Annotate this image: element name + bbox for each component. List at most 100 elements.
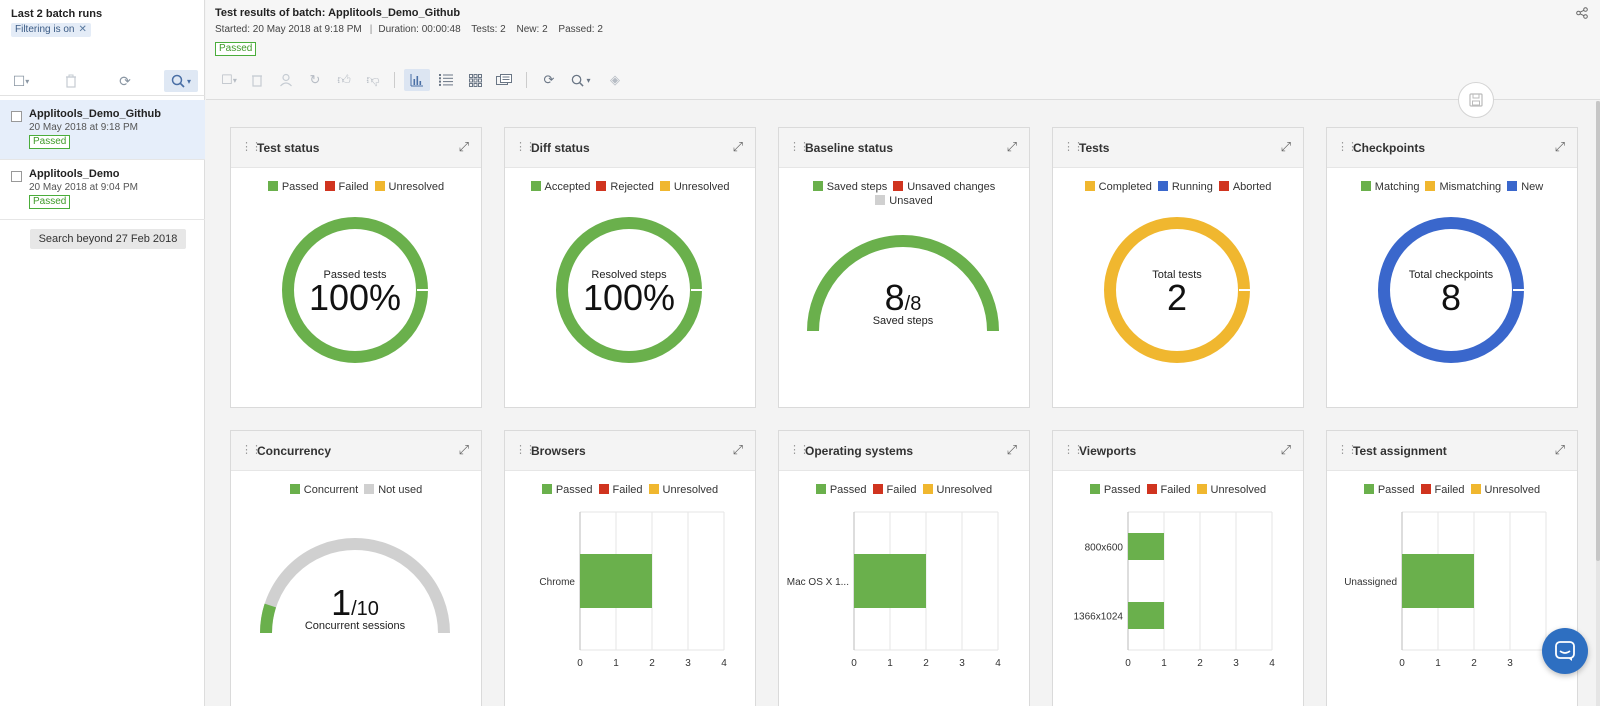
search-beyond-button[interactable]: Search beyond 27 Feb 2018 bbox=[30, 229, 186, 249]
card-title: Diff status bbox=[531, 141, 590, 155]
legend-label: New bbox=[1521, 181, 1544, 193]
drag-handle-icon[interactable]: ⋮⋮ bbox=[1063, 141, 1084, 153]
expand-icon[interactable]: ⤢ bbox=[458, 442, 469, 457]
undo-icon[interactable]: ↻ bbox=[309, 72, 321, 87]
chart-view-icon[interactable] bbox=[404, 69, 430, 91]
drag-handle-icon[interactable]: ⋮⋮ bbox=[1337, 141, 1358, 153]
legend-item: Passed bbox=[1089, 484, 1141, 496]
close-icon[interactable]: ✕ bbox=[78, 24, 87, 35]
bar[interactable] bbox=[1402, 554, 1474, 608]
expand-icon[interactable]: ⤢ bbox=[1554, 139, 1565, 154]
gauge-total: /8 bbox=[905, 293, 922, 315]
duration-text: Duration: 00:00:48 bbox=[378, 24, 461, 35]
expand-icon[interactable]: ⤢ bbox=[458, 139, 469, 154]
filter-chip[interactable]: Filtering is on ✕ bbox=[11, 23, 91, 37]
compare-icon[interactable]: ◈ bbox=[610, 72, 620, 87]
legend-item: Passed bbox=[1363, 484, 1415, 496]
donut-chart: Total checkpoints 8 bbox=[1378, 217, 1525, 363]
x-tick-label: 2 bbox=[1471, 658, 1477, 669]
legend-item: Unresolved bbox=[648, 484, 718, 496]
legend-item: Unresolved bbox=[659, 181, 729, 193]
scrollbar-thumb[interactable] bbox=[1596, 101, 1600, 561]
diff-status-card: ⋮⋮ Diff status ⤢ Accepted Rejected Unresolve… bbox=[504, 127, 756, 408]
donut-center-label: Total checkpoints bbox=[1409, 269, 1494, 281]
donut-center-label: Total tests bbox=[1152, 269, 1202, 281]
legend-label: Unresolved bbox=[388, 181, 445, 193]
chart-legend: Saved steps Unsaved changes Unsaved bbox=[779, 181, 1029, 209]
donut-chart: Total tests 2 bbox=[1104, 217, 1251, 363]
expand-icon[interactable]: ⤢ bbox=[732, 139, 743, 154]
legend-label: Concurrent bbox=[303, 484, 359, 496]
trash-icon[interactable] bbox=[56, 70, 86, 92]
batch-checkbox[interactable] bbox=[11, 111, 22, 122]
baseline-status-card: ⋮⋮ Baseline status ⤢ Saved steps Unsaved ch… bbox=[778, 127, 1030, 408]
drag-handle-icon[interactable]: ⋮⋮ bbox=[241, 141, 262, 153]
batch-item-demo[interactable]: Applitools_Demo 20 May 2018 at 9:04 PM P… bbox=[0, 160, 205, 220]
checkbox-dropdown-icon[interactable]: ☐ ▾ bbox=[221, 72, 237, 87]
drag-handle-icon[interactable]: ⋮⋮ bbox=[515, 444, 536, 456]
toolbar-divider bbox=[394, 72, 395, 88]
chart-legend: Passed Failed Unresolved bbox=[231, 181, 481, 195]
details-view-icon[interactable] bbox=[491, 69, 517, 91]
bar[interactable] bbox=[854, 554, 926, 608]
gauge-chart: 1/10 Concurrent sessions bbox=[259, 538, 450, 634]
save-icon[interactable] bbox=[1458, 82, 1494, 118]
legend-item: Unresolved bbox=[1470, 484, 1540, 496]
legend-label: Passed bbox=[555, 484, 593, 496]
refresh-icon[interactable]: ⟳ bbox=[543, 72, 555, 87]
legend-item: Passed bbox=[267, 181, 319, 193]
results-toolbar: ☐ ▾ ↻ 👍︎ 👎︎ ⟳ ▾ ◈ bbox=[206, 66, 906, 94]
drag-handle-icon[interactable]: ⋮⋮ bbox=[241, 444, 262, 456]
x-tick-label: 2 bbox=[923, 658, 929, 669]
scrollbar[interactable] bbox=[1596, 101, 1600, 706]
thumbs-up-icon[interactable]: 👍︎ bbox=[337, 72, 351, 87]
batch-item-github[interactable]: Applitools_Demo_Github 20 May 2018 at 9:… bbox=[0, 100, 205, 160]
legend-label: Passed bbox=[1377, 484, 1415, 496]
grid-view-icon[interactable] bbox=[462, 69, 488, 91]
expand-icon[interactable]: ⤢ bbox=[1554, 442, 1565, 457]
bar[interactable] bbox=[580, 554, 652, 608]
x-tick-label: 2 bbox=[1197, 658, 1203, 669]
chart-legend: Matching Mismatching New bbox=[1327, 181, 1577, 195]
user-icon[interactable] bbox=[273, 69, 299, 91]
legend-label: Rejected bbox=[610, 181, 654, 193]
drag-handle-icon[interactable]: ⋮⋮ bbox=[1337, 444, 1358, 456]
tests-card: ⋮⋮ Tests ⤢ Completed Running Aborted Total t… bbox=[1052, 127, 1304, 408]
gauge-label: Concurrent sessions bbox=[305, 620, 406, 632]
bar[interactable] bbox=[1128, 602, 1164, 629]
expand-icon[interactable]: ⤢ bbox=[1006, 139, 1017, 154]
thumbs-down-icon[interactable]: 👎︎ bbox=[366, 72, 380, 87]
share-icon[interactable] bbox=[1576, 7, 1588, 22]
batch-checkbox[interactable] bbox=[11, 171, 22, 182]
passed-count: Passed: 2 bbox=[558, 24, 603, 35]
drag-handle-icon[interactable]: ⋮⋮ bbox=[515, 141, 536, 153]
expand-icon[interactable]: ⤢ bbox=[1280, 139, 1291, 154]
x-tick-label: 4 bbox=[995, 658, 1001, 669]
donut-center-value: 2 bbox=[1167, 277, 1187, 318]
trash-icon[interactable] bbox=[244, 69, 270, 91]
drag-handle-icon[interactable]: ⋮⋮ bbox=[789, 444, 810, 456]
card-title: Operating systems bbox=[805, 444, 914, 458]
bar[interactable] bbox=[1128, 533, 1164, 560]
drag-handle-icon[interactable]: ⋮⋮ bbox=[789, 141, 810, 153]
chat-launcher-button[interactable] bbox=[1542, 628, 1588, 674]
drag-handle-icon[interactable]: ⋮⋮ bbox=[1063, 444, 1084, 456]
chart-legend: Passed Failed Unresolved bbox=[1327, 484, 1577, 498]
expand-icon[interactable]: ⤢ bbox=[1006, 442, 1017, 457]
checkbox-dropdown-icon[interactable]: ☐ ▾ bbox=[12, 72, 30, 89]
gauge-value: 1 bbox=[331, 582, 351, 623]
legend-label: Mismatching bbox=[1439, 181, 1502, 193]
search-dropdown-icon[interactable]: ▾ bbox=[164, 70, 198, 92]
sidebar-title: Last 2 batch runs bbox=[11, 8, 103, 20]
list-view-icon[interactable] bbox=[433, 69, 459, 91]
bar-chart: 0 1 2 3 4 Chrome bbox=[539, 511, 727, 669]
chart-legend: Concurrent Not used bbox=[231, 484, 481, 498]
search-dropdown-icon[interactable]: ▾ bbox=[565, 69, 597, 91]
operating-systems-card: ⋮⋮ Operating systems ⤢ Passed Failed Unresol… bbox=[778, 430, 1030, 706]
expand-icon[interactable]: ⤢ bbox=[732, 442, 743, 457]
legend-label: Unsaved changes bbox=[907, 181, 996, 193]
expand-icon[interactable]: ⤢ bbox=[1280, 442, 1291, 457]
sidebar-toolbar: ☐ ▾ ⟳ ▾ bbox=[0, 66, 205, 96]
refresh-icon[interactable]: ⟳ bbox=[119, 72, 131, 89]
legend-item: Passed bbox=[541, 484, 593, 496]
